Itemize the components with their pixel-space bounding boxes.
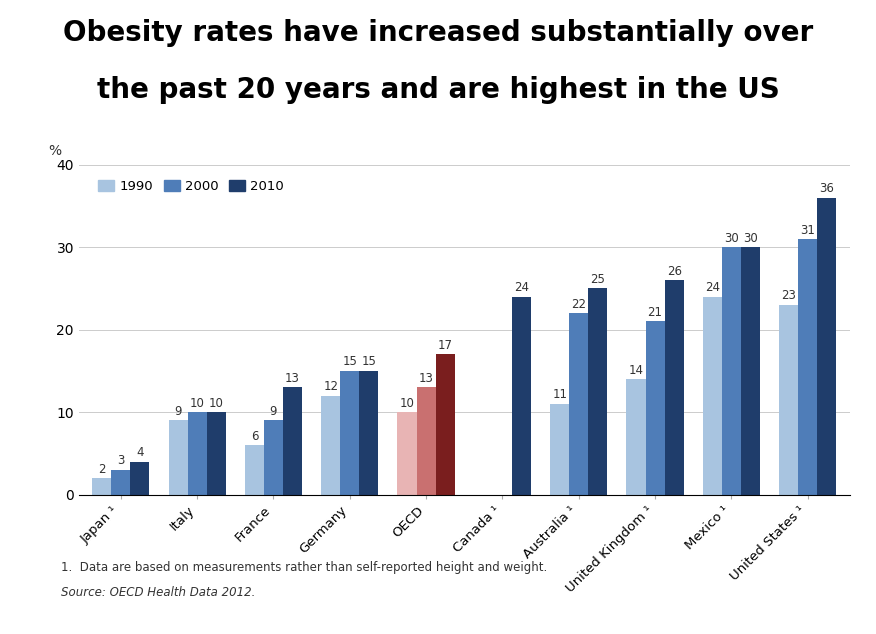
Text: 9: 9: [174, 405, 182, 418]
Text: 22: 22: [571, 298, 586, 311]
Bar: [264, 420, 283, 495]
Text: 30: 30: [724, 232, 738, 245]
Text: 3: 3: [117, 455, 124, 467]
Text: 2: 2: [98, 463, 105, 476]
Text: 13: 13: [419, 372, 434, 385]
Bar: [168, 420, 187, 495]
Text: 24: 24: [705, 281, 720, 294]
Bar: [245, 445, 264, 495]
Text: 10: 10: [399, 397, 414, 410]
Text: %: %: [48, 145, 61, 158]
Bar: [550, 404, 569, 495]
Bar: [779, 305, 798, 495]
Text: 12: 12: [323, 380, 338, 393]
Text: 10: 10: [208, 397, 223, 410]
Bar: [817, 198, 837, 495]
Bar: [321, 396, 340, 495]
Bar: [207, 412, 226, 495]
Bar: [417, 387, 435, 495]
Bar: [111, 470, 131, 495]
Bar: [359, 371, 378, 495]
Bar: [722, 247, 741, 495]
Bar: [798, 239, 817, 495]
Text: 15: 15: [343, 356, 357, 368]
Bar: [435, 354, 455, 495]
Text: 36: 36: [819, 183, 834, 195]
Bar: [665, 280, 683, 495]
Bar: [283, 387, 302, 495]
Bar: [131, 462, 150, 495]
Legend: 1990, 2000, 2010: 1990, 2000, 2010: [93, 175, 289, 198]
Text: 30: 30: [743, 232, 758, 245]
Bar: [398, 412, 417, 495]
Bar: [589, 288, 607, 495]
Bar: [512, 297, 531, 495]
Text: 4: 4: [136, 446, 144, 459]
Text: 9: 9: [270, 405, 277, 418]
Text: 11: 11: [552, 389, 567, 401]
Text: 17: 17: [438, 339, 453, 352]
Text: 6: 6: [251, 430, 258, 443]
Text: Obesity rates have increased substantially over: Obesity rates have increased substantial…: [63, 19, 813, 47]
Text: 24: 24: [514, 281, 529, 294]
Text: 26: 26: [667, 265, 682, 278]
Bar: [92, 478, 111, 495]
Text: 15: 15: [362, 356, 377, 368]
Text: 14: 14: [628, 364, 644, 377]
Bar: [741, 247, 760, 495]
Bar: [187, 412, 207, 495]
Bar: [569, 313, 589, 495]
Text: 23: 23: [781, 290, 796, 302]
Text: the past 20 years and are highest in the US: the past 20 years and are highest in the…: [96, 76, 780, 104]
Text: 25: 25: [590, 273, 605, 286]
Text: 13: 13: [285, 372, 300, 385]
Text: 31: 31: [801, 224, 816, 236]
Bar: [646, 321, 665, 495]
Bar: [626, 379, 646, 495]
Bar: [340, 371, 359, 495]
Text: 1.  Data are based on measurements rather than self-reported height and weight.: 1. Data are based on measurements rather…: [61, 561, 548, 574]
Text: 21: 21: [647, 306, 662, 319]
Bar: [703, 297, 722, 495]
Text: 10: 10: [190, 397, 205, 410]
Text: Source: OECD Health Data 2012.: Source: OECD Health Data 2012.: [61, 586, 256, 600]
